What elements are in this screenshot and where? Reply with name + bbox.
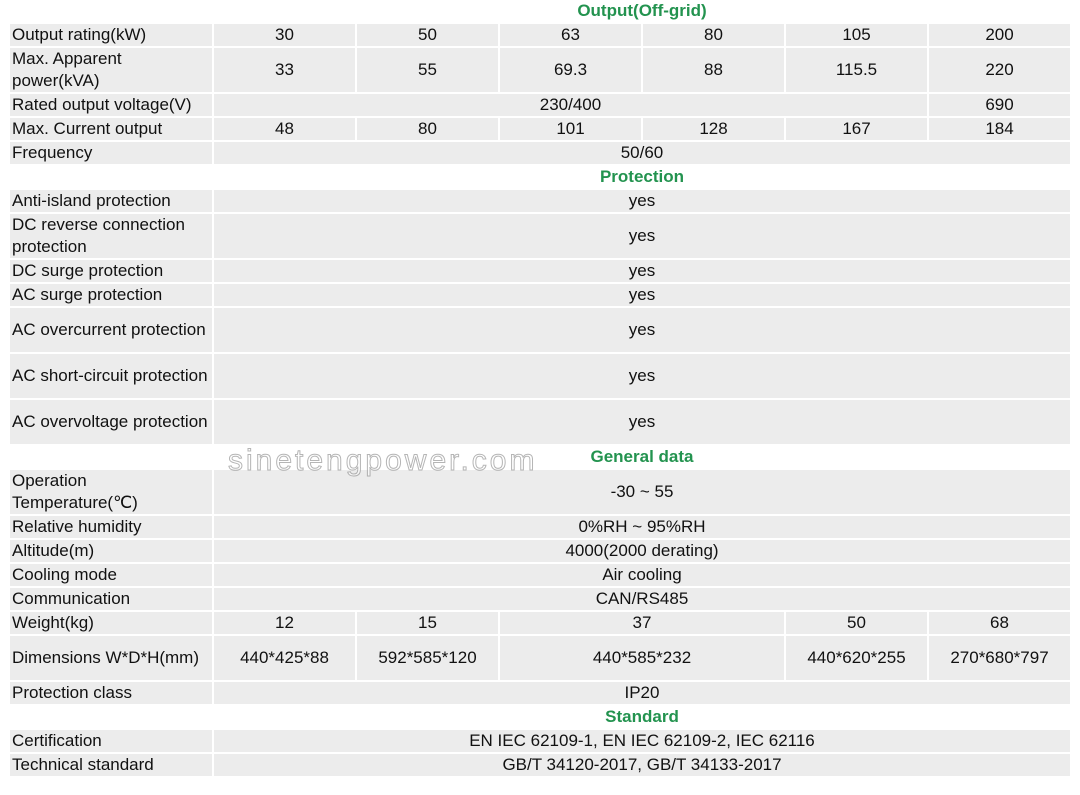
value-cell: 220 bbox=[929, 48, 1070, 92]
row-label: AC overvoltage protection bbox=[10, 400, 212, 444]
value-cell: IP20 bbox=[214, 682, 1070, 704]
value-cell: 88 bbox=[643, 48, 784, 92]
row-label: Altitude(m) bbox=[10, 540, 212, 562]
value-cell: 200 bbox=[929, 24, 1070, 46]
value-cell: 69.3 bbox=[500, 48, 641, 92]
value-cell: 33 bbox=[214, 48, 355, 92]
value-cell: 167 bbox=[786, 118, 927, 140]
value-cell: 50/60 bbox=[214, 142, 1070, 164]
value-cell: 115.5 bbox=[786, 48, 927, 92]
value-cell: 80 bbox=[643, 24, 784, 46]
value-cell: 12 bbox=[214, 612, 355, 634]
value-cell: yes bbox=[214, 284, 1070, 306]
row-label: Operation Temperature(℃) bbox=[10, 470, 212, 514]
value-cell: Air cooling bbox=[214, 564, 1070, 586]
value-cell: 0%RH ~ 95%RH bbox=[214, 516, 1070, 538]
value-cell: -30 ~ 55 bbox=[214, 470, 1070, 514]
value-cell: 440*585*232 bbox=[500, 636, 784, 680]
row-label: Relative humidity bbox=[10, 516, 212, 538]
section-spacer bbox=[10, 706, 212, 728]
value-cell: yes bbox=[214, 308, 1070, 352]
value-cell: 101 bbox=[500, 118, 641, 140]
value-cell: 592*585*120 bbox=[357, 636, 498, 680]
value-cell: 48 bbox=[214, 118, 355, 140]
row-label: Weight(kg) bbox=[10, 612, 212, 634]
value-cell: 50 bbox=[786, 612, 927, 634]
section-heading: Standard bbox=[214, 706, 1070, 728]
section-heading: General data bbox=[214, 446, 1070, 468]
value-cell: yes bbox=[214, 190, 1070, 212]
row-label: Communication bbox=[10, 588, 212, 610]
value-cell: yes bbox=[214, 260, 1070, 282]
section-spacer bbox=[10, 0, 212, 22]
value-cell: 55 bbox=[357, 48, 498, 92]
section-heading: Protection bbox=[214, 166, 1070, 188]
value-cell: 15 bbox=[357, 612, 498, 634]
value-cell: yes bbox=[214, 214, 1070, 258]
row-label: AC surge protection bbox=[10, 284, 212, 306]
value-cell: yes bbox=[214, 400, 1070, 444]
value-cell: yes bbox=[214, 354, 1070, 398]
value-cell: 184 bbox=[929, 118, 1070, 140]
section-spacer bbox=[10, 166, 212, 188]
value-cell: 128 bbox=[643, 118, 784, 140]
row-label: Frequency bbox=[10, 142, 212, 164]
row-label: Max. Apparent power(kVA) bbox=[10, 48, 212, 92]
section-heading: Output(Off-grid) bbox=[214, 0, 1070, 22]
row-label: Output rating(kW) bbox=[10, 24, 212, 46]
value-cell: 440*425*88 bbox=[214, 636, 355, 680]
row-label: AC short-circuit protection bbox=[10, 354, 212, 398]
row-label: DC reverse connection protection bbox=[10, 214, 212, 258]
value-cell: GB/T 34120-2017, GB/T 34133-2017 bbox=[214, 754, 1070, 776]
row-label: Max. Current output bbox=[10, 118, 212, 140]
value-cell: 63 bbox=[500, 24, 641, 46]
value-cell: 80 bbox=[357, 118, 498, 140]
value-cell: 50 bbox=[357, 24, 498, 46]
row-label: Dimensions W*D*H(mm) bbox=[10, 636, 212, 680]
spec-table: Output(Off-grid) Output rating(kW) 30 50 63 8… bbox=[10, 0, 1070, 776]
value-cell: 68 bbox=[929, 612, 1070, 634]
row-label: Cooling mode bbox=[10, 564, 212, 586]
row-label: Certification bbox=[10, 730, 212, 752]
value-cell: 690 bbox=[929, 94, 1070, 116]
value-cell: 270*680*797 bbox=[929, 636, 1070, 680]
row-label: Anti-island protection bbox=[10, 190, 212, 212]
value-cell: EN IEC 62109-1, EN IEC 62109-2, IEC 6211… bbox=[214, 730, 1070, 752]
value-cell: CAN/RS485 bbox=[214, 588, 1070, 610]
value-cell: 4000(2000 derating) bbox=[214, 540, 1070, 562]
row-label: AC overcurrent protection bbox=[10, 308, 212, 352]
row-label: Rated output voltage(V) bbox=[10, 94, 212, 116]
value-cell: 37 bbox=[500, 612, 784, 634]
row-label: Technical standard bbox=[10, 754, 212, 776]
row-label: Protection class bbox=[10, 682, 212, 704]
section-spacer bbox=[10, 446, 212, 468]
value-cell: 440*620*255 bbox=[786, 636, 927, 680]
row-label: DC surge protection bbox=[10, 260, 212, 282]
value-cell: 30 bbox=[214, 24, 355, 46]
value-cell: 105 bbox=[786, 24, 927, 46]
value-cell: 230/400 bbox=[214, 94, 927, 116]
